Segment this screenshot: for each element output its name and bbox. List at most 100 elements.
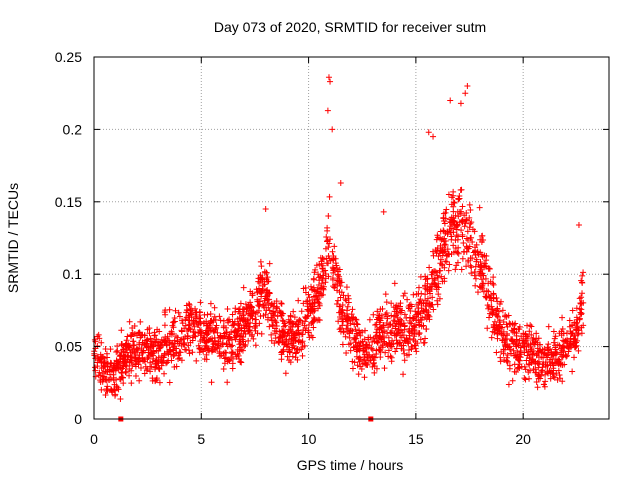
data-point: [137, 318, 144, 325]
data-point: [458, 218, 465, 225]
data-point: [488, 303, 495, 310]
data-point: [259, 301, 266, 308]
data-point: [226, 337, 233, 344]
data-point: [221, 333, 228, 340]
data-point: [223, 341, 230, 348]
data-point: [279, 317, 286, 324]
data-point: [347, 347, 354, 354]
data-point: [187, 305, 194, 312]
data-point: [551, 335, 558, 342]
x-tick-label: 10: [301, 431, 317, 447]
data-point: [381, 365, 388, 372]
data-point: [410, 316, 417, 323]
data-point: [174, 334, 181, 341]
data-point: [500, 328, 507, 335]
data-point: [262, 206, 269, 213]
axis-ticks: [93, 56, 609, 420]
data-point: [534, 384, 541, 391]
data-point: [344, 310, 351, 317]
data-point: [122, 369, 129, 376]
data-point: [408, 343, 415, 350]
data-point: [343, 349, 350, 356]
data-point: [442, 241, 449, 248]
data-point: [128, 380, 135, 387]
data-point: [374, 308, 381, 315]
data-point: [148, 351, 155, 358]
data-point: [514, 349, 521, 356]
data-point: [339, 302, 346, 309]
data-point: [574, 331, 581, 338]
data-point: [545, 323, 552, 330]
data-point: [217, 343, 224, 350]
data-point: [372, 333, 379, 340]
data-point: [305, 327, 312, 334]
data-point: [524, 322, 531, 329]
data-point: [490, 281, 497, 288]
data-point: [190, 328, 197, 335]
data-point: [103, 350, 110, 357]
data-point: [445, 191, 452, 198]
data-point: [450, 199, 457, 206]
data-point: [493, 311, 500, 318]
data-point: [576, 316, 583, 323]
data-point: [140, 347, 147, 354]
data-point: [285, 316, 292, 323]
data-point: [97, 351, 104, 358]
data-point: [501, 357, 508, 364]
data-point: [306, 294, 313, 301]
data-point: [356, 327, 363, 334]
data-point: [457, 187, 464, 193]
data-point: [186, 302, 193, 309]
data-point: [327, 78, 334, 85]
data-point: [156, 328, 163, 335]
data-point: [392, 348, 399, 355]
data-point: [391, 332, 398, 339]
data-point: [310, 324, 317, 331]
data-point: [240, 330, 247, 337]
data-point: [458, 266, 465, 273]
data-point: [486, 265, 493, 272]
data-point: [280, 318, 287, 325]
data-point: [410, 291, 417, 298]
data-point: [569, 330, 576, 337]
data-point: [415, 321, 422, 328]
data-point: [419, 314, 426, 321]
data-point: [429, 294, 436, 301]
data-point: [369, 363, 376, 370]
data-point: [257, 272, 264, 279]
data-point: [255, 285, 262, 292]
data-point: [454, 221, 461, 228]
data-point: [144, 365, 151, 372]
data-point: [322, 245, 329, 252]
data-point: [220, 323, 227, 330]
data-point: [172, 307, 179, 314]
data-point: [494, 312, 501, 319]
data-point: [229, 342, 236, 349]
data-point: [439, 262, 446, 269]
data-point: [380, 334, 387, 341]
data-point: [295, 297, 302, 304]
data-point: [468, 264, 475, 271]
data-point: [258, 263, 265, 270]
data-point: [347, 340, 354, 347]
data-point: [208, 379, 215, 386]
data-point: [240, 341, 247, 348]
data-point: [453, 232, 460, 239]
data-point: [487, 292, 494, 299]
data-point: [147, 359, 154, 366]
data-point: [126, 372, 133, 379]
data-point: [284, 353, 291, 360]
data-point: [529, 351, 536, 358]
data-point: [118, 370, 125, 377]
data-point: [192, 313, 199, 320]
data-point: [388, 300, 395, 307]
data-point: [146, 347, 153, 354]
data-point: [266, 323, 273, 330]
data-point: [189, 349, 196, 356]
data-point: [436, 295, 443, 302]
data-point: [517, 348, 524, 355]
data-point: [262, 295, 269, 302]
data-point: [504, 358, 511, 365]
data-point: [557, 360, 564, 367]
data-point: [554, 341, 561, 348]
